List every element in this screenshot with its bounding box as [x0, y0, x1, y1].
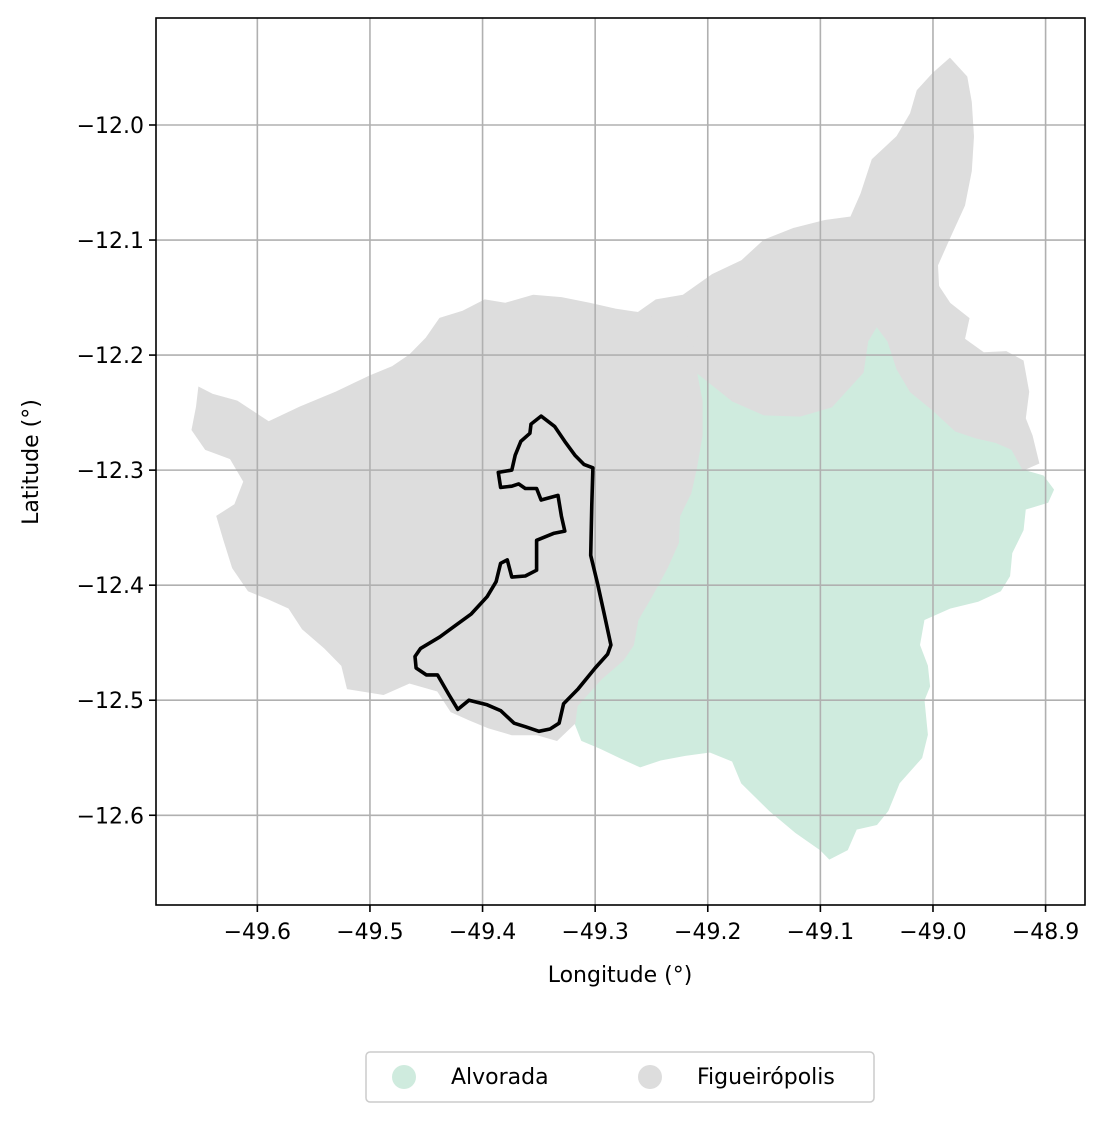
x-tick-label: −49.1 — [787, 920, 854, 945]
legend: Alvorada Figueirópolis — [365, 1051, 875, 1103]
x-tick-label: −49.6 — [224, 920, 291, 945]
boundary-outline-layer — [413, 414, 613, 734]
boundary-outline — [413, 414, 613, 734]
x-tick-label: −49.3 — [561, 920, 628, 945]
y-tick-label: −12.3 — [77, 459, 144, 484]
legend-marker-alvorada — [392, 1065, 416, 1089]
x-axis-label: Longitude (°) — [548, 963, 693, 988]
legend-label-alvorada: Alvorada — [451, 1065, 549, 1090]
legend-box — [365, 1051, 875, 1103]
legend-marker-figueiropolis — [638, 1065, 662, 1089]
grid-lines — [156, 18, 1085, 905]
x-tick-label: −49.0 — [899, 920, 966, 945]
y-axis-label: Latitude (°) — [19, 399, 44, 525]
plot-frame — [155, 17, 1086, 906]
y-tick-label: −12.0 — [77, 114, 144, 139]
y-tick-label: −12.4 — [77, 574, 144, 599]
x-tick-label: −49.5 — [336, 920, 403, 945]
legend-label-figueiropolis: Figueirópolis — [697, 1065, 835, 1090]
y-tick-label: −12.1 — [77, 229, 144, 254]
axis-ticks: −49.6 −49.5 −49.4 −49.3 −49.2 −49.1 −49.0 −48.9… — [77, 114, 1080, 945]
x-tick-label: −48.9 — [1012, 920, 1079, 945]
x-tick-label: −49.2 — [674, 920, 741, 945]
x-tick-label: −49.4 — [449, 920, 516, 945]
y-tick-label: −12.5 — [77, 689, 144, 714]
y-tick-label: −12.6 — [77, 804, 144, 829]
y-tick-label: −12.2 — [77, 344, 144, 369]
